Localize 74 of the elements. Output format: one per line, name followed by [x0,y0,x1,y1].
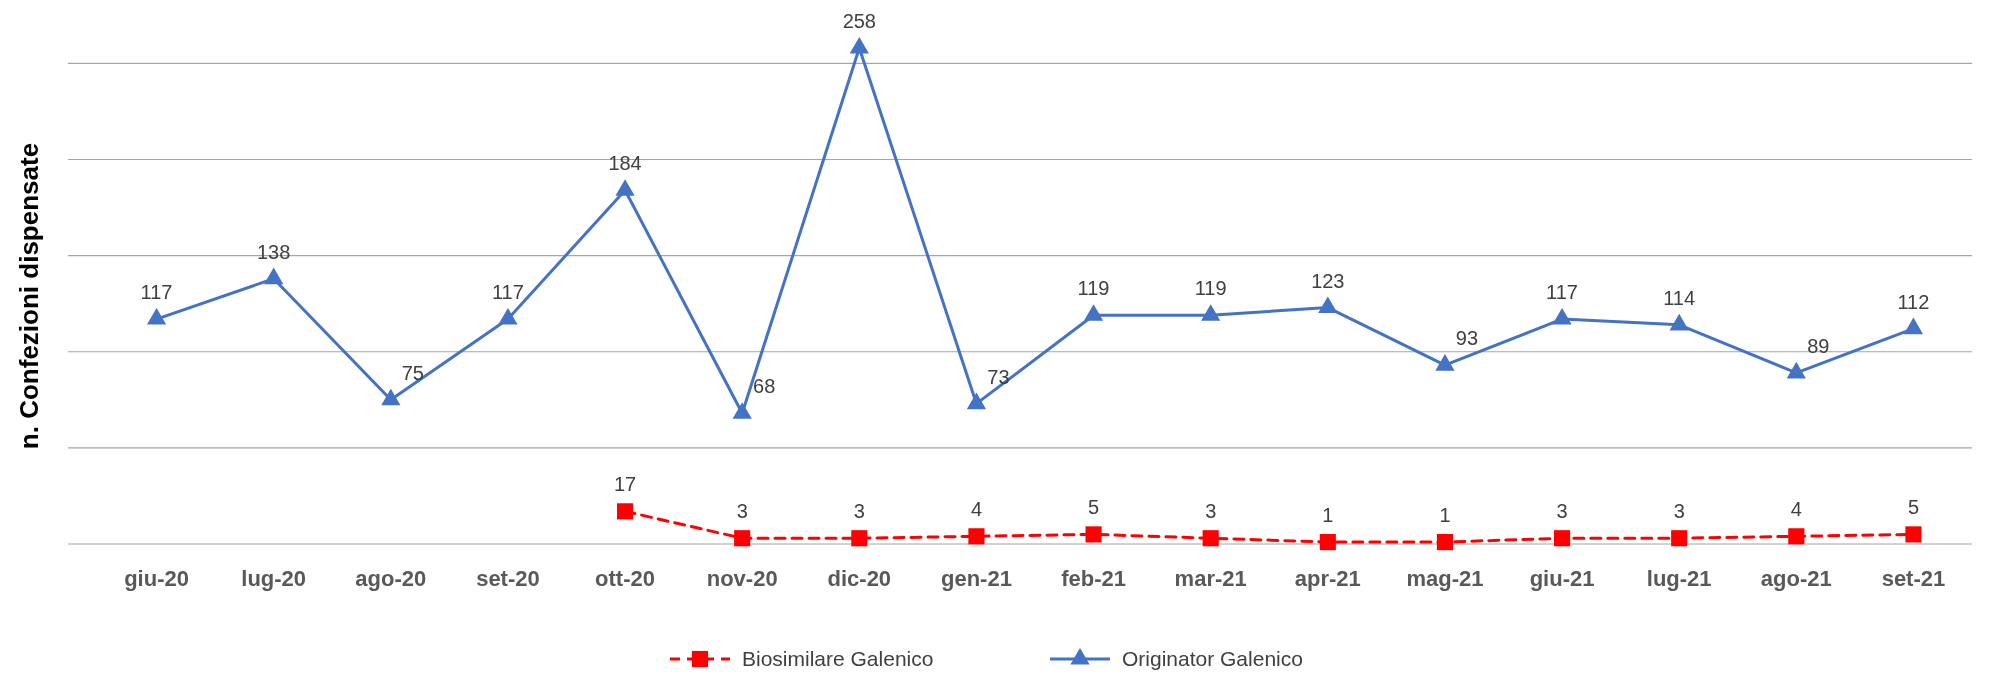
point [1201,304,1221,321]
point [146,307,167,325]
data-label: 17 [613,473,637,496]
data-label: 4 [1790,498,1802,521]
x-tick-label: mar-21 [1174,566,1247,591]
x-tick-label: giu-21 [1529,566,1595,591]
point [1202,530,1219,547]
data-label: 119 [1077,277,1110,300]
point [1669,313,1689,331]
point [1788,528,1805,545]
x-tick-label: feb-21 [1061,566,1126,591]
data-label: 75 [401,361,424,384]
data-label: 5 [1907,496,1919,519]
data-label: 114 [1663,286,1696,309]
x-tick-label: dic-20 [827,566,892,591]
y-axis-title: n. Confezioni dispensate [14,142,44,450]
data-label: 3 [1556,500,1568,523]
x-tick-label: set-20 [476,566,540,591]
point [1905,526,1922,543]
x-tick-label: lug-20 [241,566,307,591]
data-label: 184 [608,152,642,175]
point [381,388,401,406]
data-label: 3 [1673,500,1685,523]
point [966,392,987,410]
x-tick-label: lug-21 [1646,566,1712,591]
x-tick-label: set-21 [1881,566,1946,591]
data-label: 117 [1546,281,1579,304]
point [1552,307,1572,325]
point [732,402,752,419]
point [1554,530,1571,547]
x-tick-label: ago-21 [1760,566,1832,591]
x-tick-label: ago-20 [355,566,427,591]
data-label: 117 [491,281,524,304]
x-tick-label: nov-20 [706,566,778,591]
data-label: 119 [1194,277,1227,300]
data-label: 73 [987,365,1010,388]
x-tick-label: giu-20 [124,566,189,591]
data-label: 4 [970,498,982,521]
data-label: 117 [140,281,173,304]
x-tick-label: mag-21 [1406,566,1484,591]
data-label: 123 [1311,269,1345,292]
point [1903,317,1924,335]
legend-label: Originator Galenico [1122,647,1303,670]
data-label: 258 [842,10,876,32]
data-label: 68 [753,375,776,398]
data-label: 3 [736,500,748,523]
point [1436,534,1453,551]
x-tick-label: apr-21 [1294,566,1361,591]
point [615,179,635,196]
data-label: 1 [1439,504,1451,527]
point [968,528,985,545]
legend-label: Biosimilare Galenico [742,647,934,670]
data-label: 3 [853,500,865,523]
data-label: 1 [1322,504,1334,527]
data-label: 3 [1205,500,1217,523]
data-label: 138 [257,240,291,263]
point [1671,530,1688,547]
data-label: 93 [1455,327,1479,350]
point [734,530,751,547]
x-tick-label: gen-21 [940,566,1012,591]
point [1319,534,1336,551]
point [1318,296,1338,314]
point [1085,526,1102,543]
point [498,307,518,325]
point [1083,304,1104,321]
point [1435,354,1455,371]
point [264,267,284,285]
data-label: 5 [1088,496,1100,519]
x-tick-label: ott-20 [595,566,656,591]
point [1786,361,1806,379]
point [617,503,634,520]
data-label: 89 [1807,334,1830,357]
point [851,530,868,547]
data-label: 112 [1897,290,1930,313]
